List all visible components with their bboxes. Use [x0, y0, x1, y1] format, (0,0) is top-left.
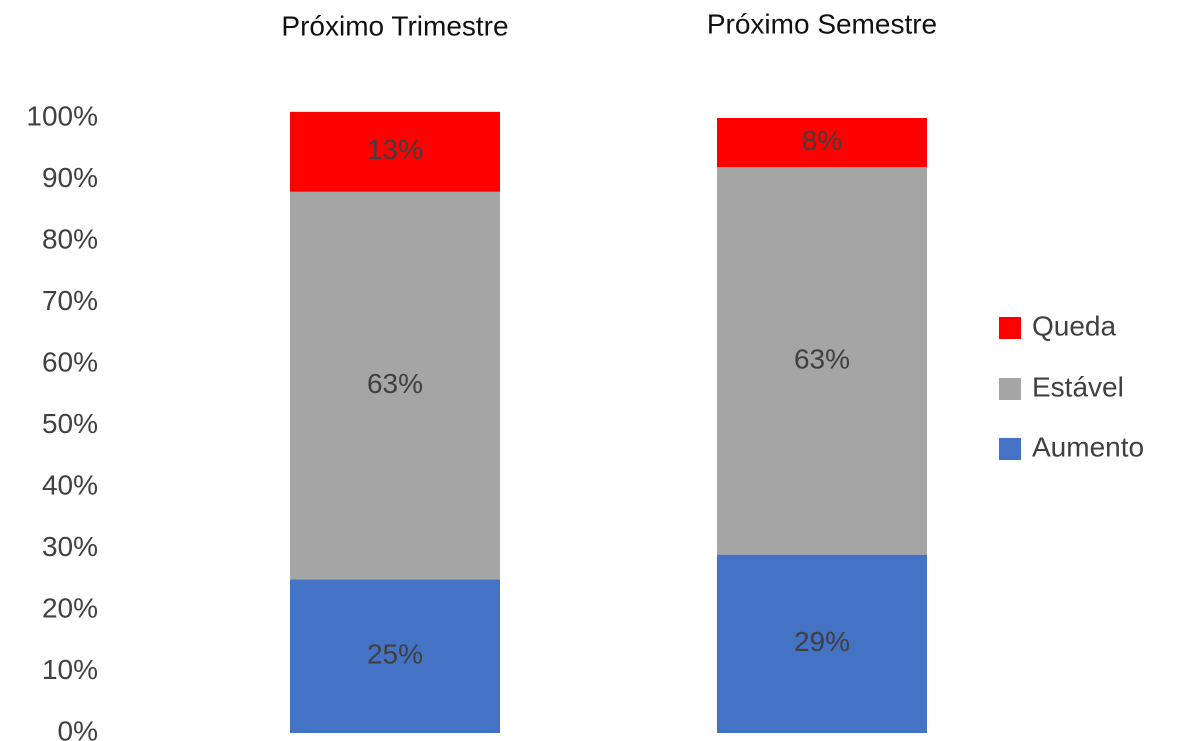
- category-title-proximo-trimestre: Próximo Trimestre: [281, 10, 508, 41]
- bar-queda-proximo-trimestre: [290, 111, 500, 192]
- y-tick-label: 40%: [42, 469, 98, 500]
- category-title-proximo-semestre: Próximo Semestre: [707, 8, 937, 39]
- data-label-estavel-proximo-trimestre: 63%: [367, 368, 423, 399]
- bar-estavel-proximo-trimestre: [290, 191, 500, 580]
- y-tick-label: 20%: [42, 592, 98, 623]
- bar-queda-proximo-semestre: [717, 118, 927, 168]
- data-label-queda-proximo-trimestre: 13%: [367, 134, 423, 165]
- category-titles: Próximo Trimestre Próximo Semestre: [281, 8, 937, 41]
- legend-swatch-estavel: [999, 378, 1021, 400]
- legend-swatch-queda: [999, 317, 1021, 339]
- legend-label-estavel: Estável: [1032, 371, 1124, 402]
- y-tick-label: 50%: [42, 408, 98, 439]
- bar-aumento-proximo-semestre: [717, 554, 927, 733]
- legend-label-queda: Queda: [1032, 310, 1116, 341]
- data-label-aumento-proximo-trimestre: 25%: [367, 639, 423, 670]
- y-tick-label: 10%: [42, 654, 98, 685]
- data-label-aumento-proximo-semestre: 29%: [794, 626, 850, 657]
- bar-estavel-proximo-semestre: [717, 167, 927, 555]
- data-label-estavel-proximo-semestre: 63%: [794, 343, 850, 374]
- bars: [290, 111, 927, 733]
- y-tick-label: 70%: [42, 285, 98, 316]
- y-axis-ticks: 0% 10% 20% 30% 40% 50% 60% 70% 80% 90% 100%: [26, 100, 98, 741]
- y-tick-label: 90%: [42, 162, 98, 193]
- y-tick-label: 80%: [42, 223, 98, 254]
- y-tick-label: 60%: [42, 346, 98, 377]
- legend: Queda Estável Aumento: [999, 310, 1144, 462]
- legend-label-aumento: Aumento: [1032, 431, 1144, 462]
- data-label-queda-proximo-semestre: 8%: [802, 125, 842, 156]
- y-tick-label: 100%: [26, 100, 98, 131]
- bar-aumento-proximo-trimestre: [290, 579, 500, 733]
- y-tick-label: 0%: [58, 715, 98, 741]
- y-tick-label: 30%: [42, 531, 98, 562]
- data-labels: 25% 63% 13% 29% 63% 8%: [367, 125, 850, 670]
- legend-swatch-aumento: [999, 438, 1021, 460]
